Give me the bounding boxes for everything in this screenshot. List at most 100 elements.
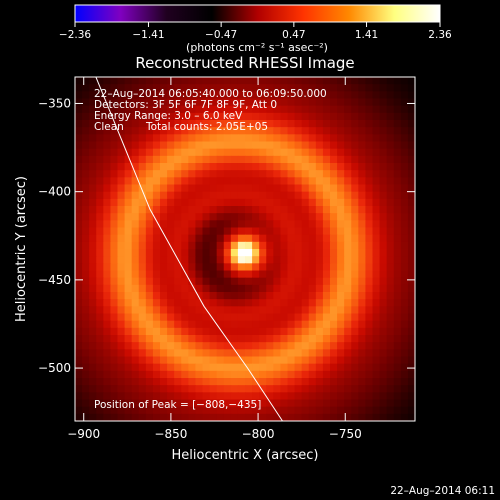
heatmap-pixel: [273, 220, 282, 229]
heatmap-pixel: [365, 155, 374, 164]
heatmap-pixel: [322, 313, 331, 322]
heatmap-pixel: [103, 392, 112, 401]
heatmap-pixel: [145, 392, 154, 401]
heatmap-pixel: [372, 299, 381, 307]
heatmap-pixel: [167, 292, 175, 300]
heatmap-pixel: [124, 134, 133, 143]
heatmap-pixel: [188, 320, 197, 329]
heatmap-pixel: [287, 105, 296, 114]
heatmap-pixel: [89, 98, 97, 107]
heatmap-pixel: [266, 306, 274, 315]
heatmap-pixel: [301, 313, 310, 322]
heatmap-pixel: [75, 306, 83, 315]
colorbar: [74, 4, 441, 23]
heatmap-pixel: [351, 184, 359, 193]
heatmap-pixel: [280, 112, 289, 121]
heatmap-pixel: [167, 263, 175, 272]
heatmap-pixel: [372, 270, 381, 279]
heatmap-pixel: [330, 177, 338, 186]
heatmap-pixel: [96, 320, 104, 329]
heatmap-pixel: [322, 306, 331, 315]
heatmap-pixel: [407, 112, 415, 121]
heatmap-pixel: [407, 277, 415, 286]
heatmap-pixel: [386, 198, 395, 207]
heatmap-pixel: [273, 170, 282, 178]
heatmap-pixel: [379, 320, 388, 329]
heatmap-pixel: [259, 191, 267, 200]
heatmap-pixel: [372, 134, 381, 143]
heatmap-pixel: [216, 299, 225, 307]
heatmap-pixel: [266, 284, 274, 293]
heatmap-pixel: [138, 370, 147, 379]
heatmap-pixel: [181, 327, 189, 336]
heatmap-pixel: [245, 234, 253, 243]
heatmap-pixel: [287, 227, 296, 236]
heatmap-pixel: [301, 184, 310, 193]
heatmap-pixel: [82, 77, 90, 85]
heatmap-pixel: [400, 98, 409, 107]
heatmap-pixel: [315, 170, 324, 178]
heatmap-pixel: [308, 342, 317, 350]
heatmap-pixel: [407, 141, 415, 150]
heatmap-pixel: [223, 277, 232, 286]
heatmap-pixel: [230, 127, 239, 135]
heatmap-pixel: [195, 84, 204, 92]
heatmap-pixel: [117, 413, 126, 421]
heatmap-pixel: [259, 177, 267, 186]
heatmap-pixel: [287, 206, 296, 214]
heatmap-pixel: [407, 313, 415, 322]
heatmap-pixel: [351, 77, 359, 85]
heatmap-pixel: [152, 270, 161, 279]
heatmap-pixel: [223, 349, 232, 358]
heatmap-pixel: [138, 249, 147, 257]
heatmap-pixel: [145, 313, 154, 322]
heatmap-pixel: [358, 112, 367, 121]
heatmap-pixel: [294, 413, 303, 421]
heatmap-pixel: [138, 313, 147, 322]
heatmap-pixel: [337, 299, 345, 307]
heatmap-pixel: [209, 148, 218, 157]
heatmap-pixel: [82, 335, 90, 343]
heatmap-pixel: [287, 213, 296, 221]
heatmap-pixel: [75, 313, 83, 322]
heatmap-pixel: [344, 206, 352, 214]
heatmap-pixel: [308, 306, 317, 315]
heatmap-pixel: [344, 327, 352, 336]
heatmap-pixel: [216, 112, 225, 121]
heatmap-pixel: [216, 363, 225, 372]
heatmap-pixel: [322, 392, 331, 401]
heatmap-pixel: [75, 148, 83, 157]
heatmap-pixel: [117, 406, 126, 415]
heatmap-pixel: [322, 234, 331, 243]
heatmap-pixel: [379, 77, 388, 85]
heatmap-pixel: [358, 392, 367, 401]
heatmap-pixel: [230, 163, 239, 171]
heatmap-pixel: [266, 320, 274, 329]
heatmap-pixel: [379, 112, 388, 121]
heatmap-pixel: [252, 155, 260, 164]
heatmap-pixel: [75, 241, 83, 250]
heatmap-pixel: [344, 335, 352, 343]
heatmap-pixel: [330, 385, 338, 393]
heatmap-pixel: [294, 299, 303, 307]
heatmap-pixel: [103, 399, 112, 408]
heatmap-pixel: [103, 191, 112, 200]
heatmap-pixel: [181, 241, 189, 250]
heatmap-pixel: [216, 256, 225, 264]
heatmap-pixel: [124, 292, 133, 300]
heatmap-pixel: [209, 77, 218, 85]
heatmap-pixel: [245, 177, 253, 186]
heatmap-pixel: [301, 112, 310, 121]
heatmap-pixel: [181, 77, 189, 85]
heatmap-pixel: [294, 406, 303, 415]
heatmap-pixel: [124, 378, 133, 386]
heatmap-pixel: [259, 134, 267, 143]
heatmap-pixel: [89, 213, 97, 221]
heatmap-pixel: [209, 392, 218, 401]
heatmap-pixel: [245, 206, 253, 214]
heatmap-pixel: [110, 155, 119, 164]
heatmap-pixel: [344, 363, 352, 372]
heatmap-pixel: [202, 148, 211, 157]
heatmap-pixel: [145, 91, 154, 100]
heatmap-pixel: [337, 184, 345, 193]
